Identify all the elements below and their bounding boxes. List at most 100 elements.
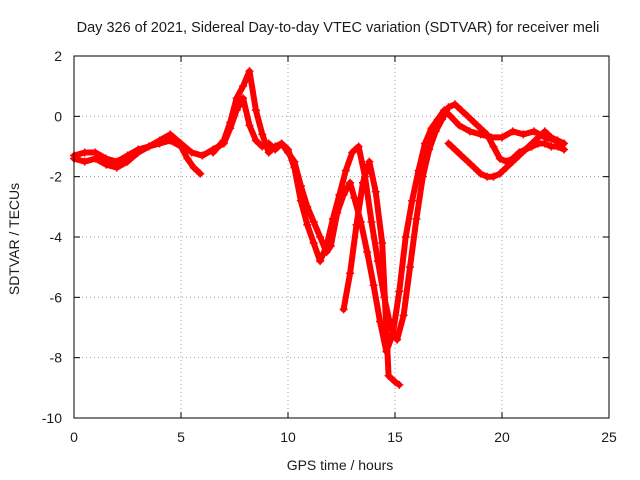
data-point (495, 169, 504, 178)
data-point (290, 163, 299, 172)
data-point (446, 112, 455, 121)
data-point (209, 148, 218, 157)
data-point (309, 217, 318, 226)
data-point (393, 335, 402, 344)
x-axis: 0 5 10 15 20 25 (70, 56, 617, 445)
data-point (367, 217, 376, 226)
data-point (251, 136, 260, 145)
data-point (352, 220, 361, 229)
data-point (196, 169, 205, 178)
data-point (354, 142, 363, 151)
data-point (155, 139, 164, 148)
data-point (530, 127, 539, 136)
data-point (264, 148, 273, 157)
series-line (340, 158, 403, 388)
data-point (431, 127, 440, 136)
data-point (277, 139, 286, 148)
x-tick-label: 5 (177, 429, 185, 445)
data-point (365, 157, 374, 166)
data-point (123, 151, 132, 160)
data-point (495, 154, 504, 163)
data-point (399, 311, 408, 320)
data-point (384, 371, 393, 380)
data-point (80, 148, 89, 157)
data-point (540, 139, 549, 148)
series-track-d (444, 139, 569, 181)
data-point (483, 130, 492, 139)
x-tick-label: 25 (601, 429, 617, 445)
series-track-a (70, 94, 566, 356)
data-point (470, 163, 479, 172)
series-track-e (339, 157, 404, 389)
chart-title: Day 326 of 2021, Sidereal Day-to-day VTE… (77, 20, 600, 36)
data-point (455, 121, 464, 130)
data-point (408, 196, 417, 205)
y-tick-label: -2 (50, 169, 63, 185)
data-point (245, 67, 254, 76)
y-tick-label: 0 (54, 108, 62, 124)
data-point (198, 151, 207, 160)
data-point (463, 112, 472, 121)
data-point (316, 233, 325, 241)
data-point (412, 214, 421, 223)
series-line (71, 137, 204, 177)
data-point (271, 142, 280, 151)
y-tick-label: -6 (50, 289, 63, 305)
data-point (560, 145, 569, 154)
y-tick-label: -10 (42, 410, 62, 426)
data-point (232, 94, 241, 103)
data-point (369, 281, 378, 290)
data-point (521, 145, 530, 154)
data-point (425, 145, 434, 154)
data-point (391, 377, 399, 386)
data-point (303, 220, 312, 229)
data-point (335, 190, 344, 199)
data-point (401, 233, 410, 241)
data-point (219, 136, 228, 145)
data-point (527, 142, 536, 151)
data-point (395, 380, 404, 389)
data-point (444, 103, 453, 112)
grid (74, 56, 609, 418)
series-layer (70, 67, 569, 389)
data-point (322, 242, 331, 251)
data-point (489, 142, 498, 151)
data-point (251, 106, 260, 115)
x-tick-label: 10 (280, 429, 296, 445)
data-point (489, 172, 498, 181)
data-point (245, 121, 254, 130)
data-point (540, 127, 549, 136)
data-point (346, 178, 355, 187)
data-point (296, 196, 305, 205)
data-point (341, 166, 350, 175)
data-point (457, 151, 466, 160)
data-point (450, 100, 459, 109)
data-point (91, 148, 100, 157)
data-point (444, 139, 453, 148)
series-track-b (70, 136, 205, 178)
data-point (476, 124, 485, 133)
data-point (339, 305, 348, 314)
x-tick-label: 20 (494, 429, 510, 445)
data-point (226, 118, 235, 127)
data-point (328, 214, 337, 223)
data-point (508, 127, 517, 136)
data-point (189, 163, 198, 172)
data-point (348, 148, 357, 157)
data-point (80, 157, 89, 166)
x-axis-label: GPS time / hours (287, 457, 394, 473)
data-point (144, 142, 153, 151)
data-point (376, 317, 385, 326)
data-point (166, 136, 175, 145)
y-axis-label: SDTVAR / TECUs (6, 183, 22, 295)
data-point (420, 139, 429, 148)
data-point (183, 154, 192, 163)
data-point (450, 145, 459, 154)
data-point (405, 263, 414, 272)
data-point (358, 178, 367, 187)
series-track-c (209, 67, 569, 344)
data-point (258, 130, 267, 139)
data-point (457, 106, 466, 115)
data-point (309, 239, 318, 248)
